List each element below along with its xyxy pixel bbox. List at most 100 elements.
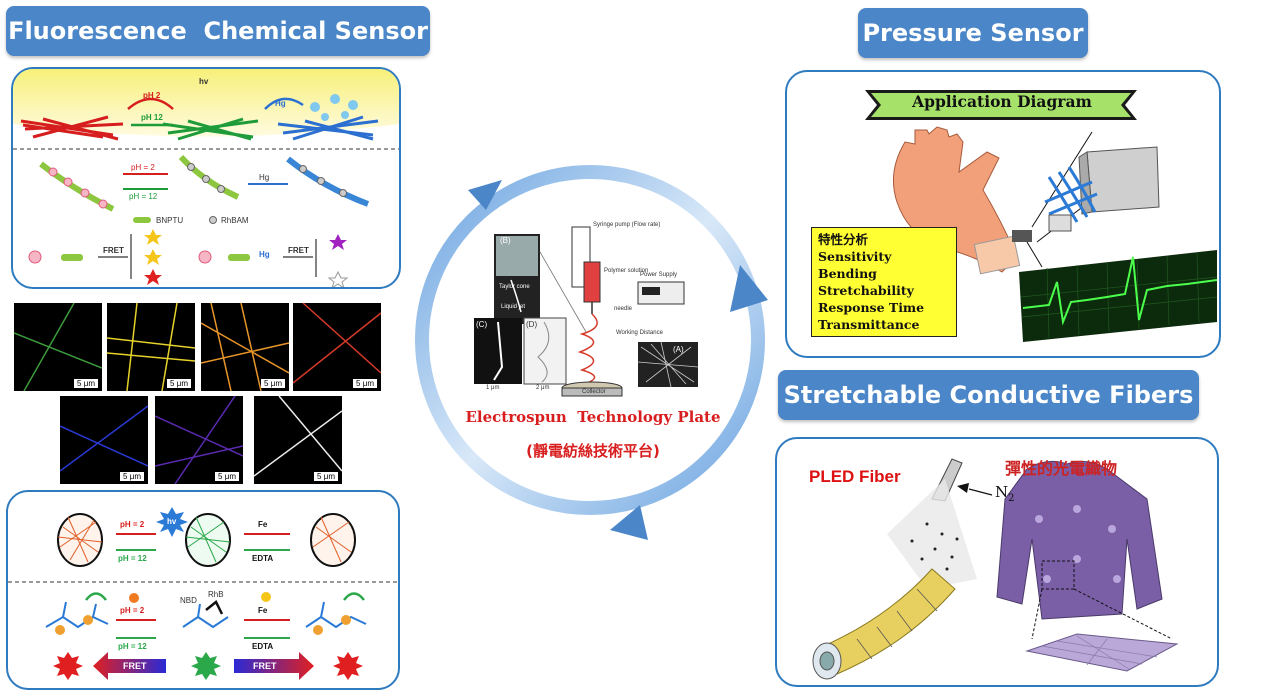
label-hg-plus: Hg (259, 250, 270, 259)
label-taylor: Taylor cone (499, 284, 530, 290)
traits-box: 特性分析 Sensitivity Bending Stretchability … (811, 227, 957, 337)
label-ph2-top: pH 2 (143, 91, 161, 100)
label-n2-main: N (995, 483, 1009, 501)
rhbam-dots-left (48, 167, 108, 209)
fret-dye-left (28, 250, 42, 264)
fluorescence-bottom-diagram (8, 507, 398, 680)
pled-fiber-body (816, 568, 956, 675)
label-fe-bottom: Fe (258, 520, 268, 529)
label-b: (B) (500, 236, 511, 245)
label-fret-right-arrow: FRET (253, 661, 277, 671)
electrospun-caption-zh: (靜電紡絲技術平台) (526, 442, 660, 460)
pressure-panel: Application Diagram 特性分析 Sensitivity Ben… (785, 70, 1221, 358)
trait-5: Transmittance (818, 317, 920, 332)
fret-dye-right (198, 250, 212, 264)
sphere-orange-right (310, 513, 356, 567)
label-fret-left: FRET (103, 246, 124, 255)
fret-arrow-right (234, 652, 314, 680)
fiber-tile-white: 5 μm (254, 396, 342, 484)
fret-arrow-left (93, 652, 166, 680)
rhbam-dots-mid (187, 163, 225, 193)
label-power: Power Supply (640, 272, 678, 278)
hv-burst (156, 507, 188, 537)
banner-application-diagram: Application Diagram (912, 92, 1092, 111)
blue-mesh (277, 115, 379, 141)
trait-2: Bending (818, 266, 877, 281)
arrow-blue-curve (264, 97, 304, 110)
label-liquid: Liquid jet (501, 304, 526, 310)
scale-bar: 5 μm (74, 377, 98, 388)
fiber-tile-red: 5 μm (293, 303, 381, 391)
title-fluorescence-text: Fluorescence Chemical Sensor (8, 17, 428, 45)
red-mesh (20, 115, 124, 141)
fiber-tile-blue: 5 μm (60, 396, 148, 484)
label-hv: hv (199, 77, 209, 86)
hg-ions (310, 94, 358, 121)
light-band (13, 69, 399, 137)
label-ph12-mid: pH = 12 (129, 192, 158, 201)
title-pressure: Pressure Sensor (858, 8, 1088, 58)
polymer-jet (577, 313, 598, 385)
label-edta-bottom2: EDTA (252, 642, 274, 651)
scale-bar: 5 μm (215, 470, 239, 481)
label-hv-bottom: hv (167, 517, 177, 526)
label-hg-mid: Hg (259, 173, 270, 182)
cycle-ring (415, 165, 768, 540)
label-um2: 2 μm (536, 385, 550, 391)
label-ph2-mid: pH = 2 (131, 163, 155, 172)
fret-star-empty (327, 270, 349, 287)
electrospun-diagram: (B) Taylor cone Liquid jet (C) (D) 1 μm … (466, 222, 716, 427)
label-fret-left-arrow: FRET (123, 661, 147, 671)
label-pled-fiber: PLED Fiber (809, 467, 901, 486)
rhbam-legend-icon (209, 216, 217, 224)
electrospun-caption-en: Electrospun Technology Plate (465, 408, 721, 426)
label-elastic-textile: 彈性的光電織物 (1005, 459, 1118, 478)
fiber-green-mid (178, 154, 240, 200)
fiber-mesh-icon (1044, 166, 1098, 223)
label-syringe: Syringe pump (Flow rate) (593, 222, 661, 228)
label-ph12-top: pH 12 (141, 113, 163, 122)
spray-cone (887, 479, 977, 589)
label-ph12-bottom2: pH = 12 (118, 642, 147, 651)
fiber-blue-right (286, 156, 370, 207)
trait-0: 特性分析 (818, 232, 869, 247)
zoom-box (1041, 560, 1075, 590)
label-fe-bottom2: Fe (258, 606, 268, 615)
fiber-tile-green: 5 μm (14, 303, 102, 391)
label-bnptu: BNPTU (156, 216, 184, 225)
label-c: (C) (476, 320, 488, 329)
burst-green-mid (191, 652, 221, 680)
fret-star-purple (329, 234, 347, 250)
scale-bar: 5 μm (314, 470, 338, 481)
label-ph2-bottom2: pH = 2 (120, 606, 145, 615)
scale-bar: 5 μm (353, 377, 377, 388)
label-needle: needle (614, 306, 633, 312)
molecule-right (305, 601, 367, 629)
fiber-tile-violet: 5 μm (155, 396, 243, 484)
trait-3: Stretchability (818, 283, 914, 298)
title-pressure-text: Pressure Sensor (862, 19, 1084, 47)
woven-fabric (1025, 633, 1179, 672)
fret-stars-left (144, 229, 162, 285)
ecg-line (1022, 256, 1218, 326)
title-fluorescence: Fluorescence Chemical Sensor (6, 6, 430, 56)
fiber-tile-yellow: 5 μm (107, 303, 195, 391)
label-rhbam: RhBAM (221, 216, 249, 225)
burst-red-right (333, 652, 363, 680)
label-n2: N2 (995, 483, 1015, 504)
label-nbd: NBD (180, 596, 197, 605)
smart-shirt (996, 460, 1163, 620)
arrow-red-curve (127, 97, 174, 110)
molecule-mid (182, 603, 229, 629)
label-ph2-bottom: pH = 2 (120, 520, 145, 529)
bnptu-legend-icon (133, 217, 151, 223)
label-rhb: RhB (208, 590, 224, 599)
label-um1: 1 μm (486, 385, 500, 391)
fret-fiber-left (61, 254, 83, 261)
syringe (583, 261, 601, 303)
rhbam-dots-right (299, 165, 347, 197)
image-d (523, 317, 567, 385)
title-stretchable: Stretchable Conductive Fibers (778, 370, 1199, 420)
label-fret-right: FRET (288, 246, 309, 255)
label-working: Working Distance (616, 330, 663, 336)
